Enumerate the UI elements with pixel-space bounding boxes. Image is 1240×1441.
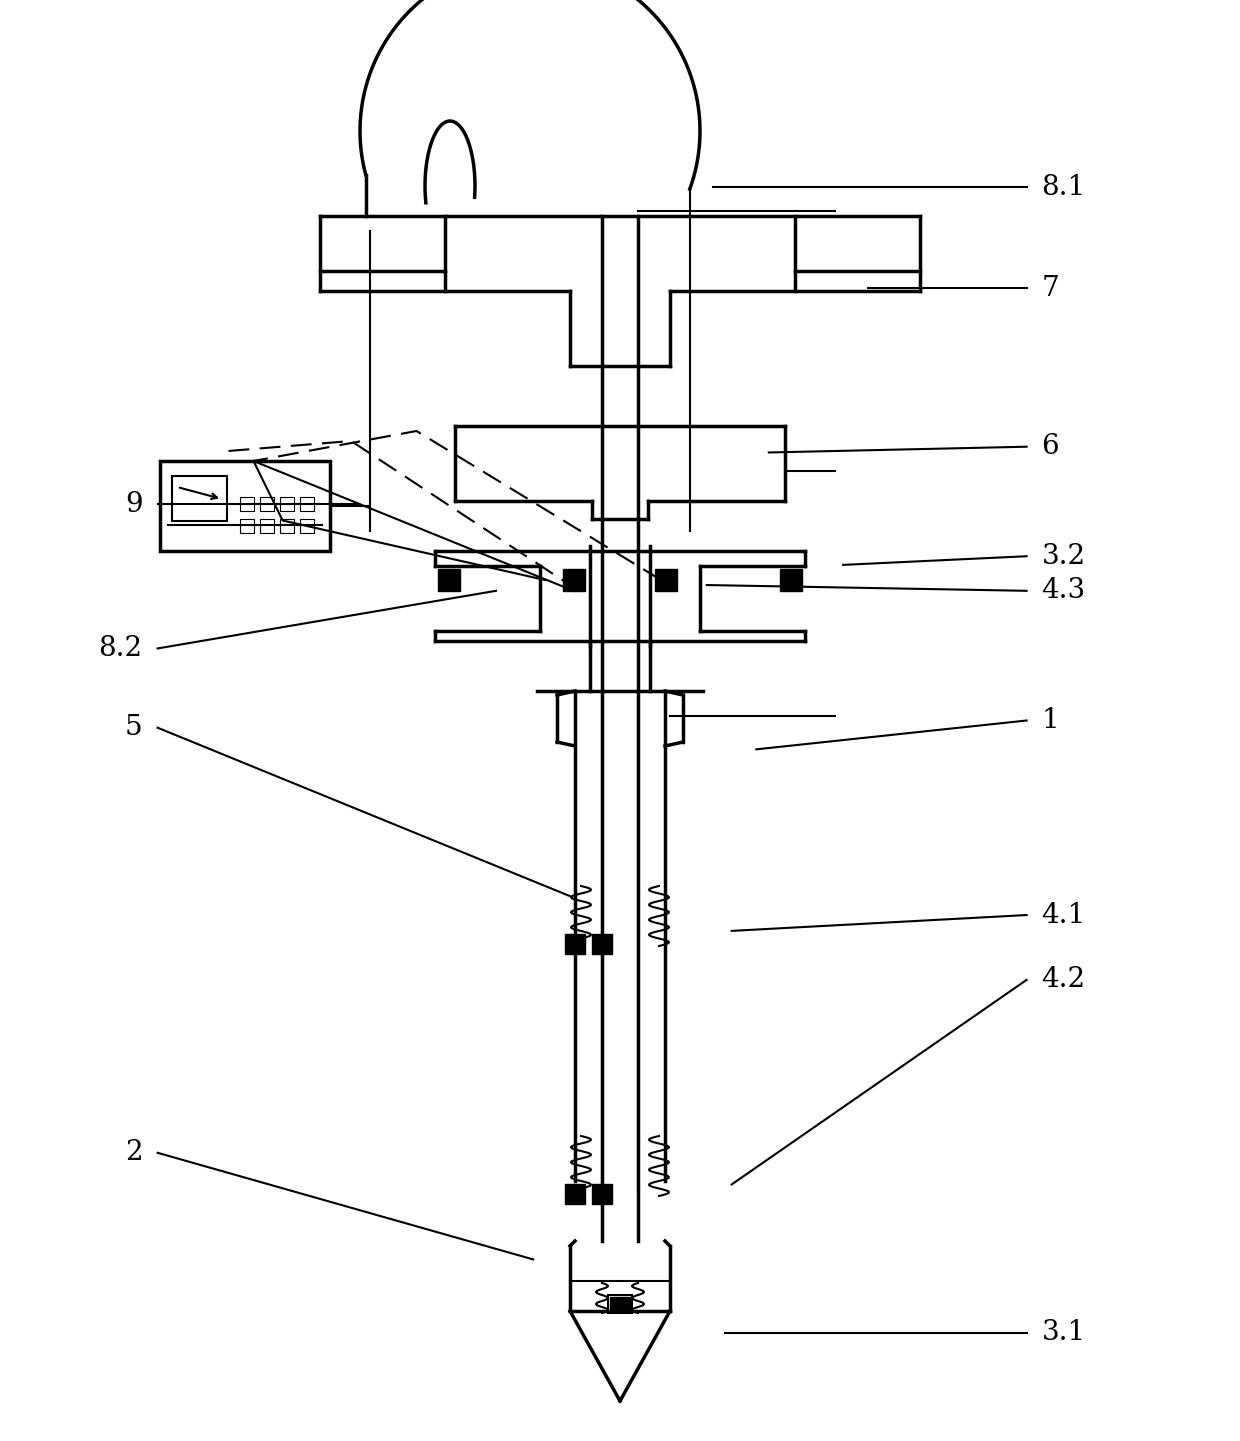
Text: 8.1: 8.1 — [1042, 174, 1086, 200]
Text: 4.1: 4.1 — [1042, 902, 1086, 928]
Bar — [565, 1185, 585, 1205]
Bar — [438, 569, 460, 591]
Bar — [280, 519, 294, 533]
Bar — [260, 497, 274, 512]
Bar — [563, 569, 585, 591]
Bar — [591, 1185, 613, 1205]
Text: 4.3: 4.3 — [1042, 578, 1086, 604]
Bar — [608, 1295, 632, 1313]
Text: 5: 5 — [125, 715, 143, 741]
Bar — [565, 934, 585, 954]
Bar — [280, 497, 294, 512]
Text: 7: 7 — [1042, 275, 1059, 301]
Text: 9: 9 — [125, 491, 143, 517]
Bar — [591, 934, 613, 954]
Bar — [241, 519, 254, 533]
Bar — [160, 461, 330, 550]
Text: 3.2: 3.2 — [1042, 543, 1086, 569]
Text: 1: 1 — [1042, 708, 1059, 733]
Text: 2: 2 — [125, 1140, 143, 1166]
Bar — [241, 497, 254, 512]
Bar — [610, 1297, 630, 1308]
Bar — [300, 519, 314, 533]
Bar — [260, 519, 274, 533]
Bar — [172, 476, 227, 522]
Bar — [780, 569, 802, 591]
Text: 8.2: 8.2 — [98, 635, 143, 661]
Text: 4.2: 4.2 — [1042, 967, 1086, 993]
Bar — [655, 569, 677, 591]
Bar — [300, 497, 314, 512]
Text: 6: 6 — [1042, 434, 1059, 460]
Text: 3.1: 3.1 — [1042, 1320, 1086, 1346]
